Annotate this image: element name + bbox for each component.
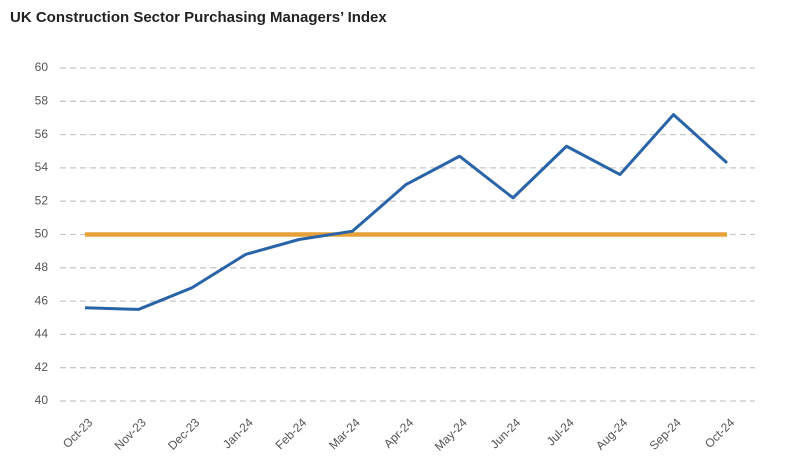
- x-tick-label: Nov-23: [112, 415, 149, 452]
- x-tick-label: Oct-23: [60, 415, 96, 451]
- x-tick-label: Aug-24: [593, 415, 630, 452]
- x-tick-label: Jun-24: [488, 415, 524, 451]
- x-tick-label: Oct-24: [702, 415, 738, 451]
- y-tick-label: 60: [35, 60, 49, 74]
- x-tick-label: Jan-24: [220, 415, 256, 451]
- x-tick-label: Sep-24: [647, 415, 684, 452]
- y-tick-label: 44: [35, 327, 49, 341]
- y-tick-label: 58: [35, 93, 49, 107]
- y-tick-label: 54: [35, 160, 49, 174]
- y-tick-label: 40: [35, 393, 49, 407]
- x-tick-label: Feb-24: [273, 415, 310, 452]
- y-tick-label: 46: [35, 293, 49, 307]
- x-tick-label: Jul-24: [544, 415, 577, 448]
- y-tick-label: 52: [35, 193, 49, 207]
- y-tick-label: 56: [35, 127, 49, 141]
- x-tick-label: Dec-23: [165, 415, 202, 452]
- y-tick-label: 50: [35, 227, 49, 241]
- data-line: [84, 113, 729, 311]
- x-tick-label: Mar-24: [326, 415, 363, 452]
- x-tick-label: May-24: [432, 415, 470, 453]
- y-tick-label: 48: [35, 260, 49, 274]
- y-tick-label: 42: [35, 360, 49, 374]
- x-tick-label: Apr-24: [381, 415, 417, 451]
- chart-title: UK Construction Sector Purchasing Manage…: [10, 9, 387, 26]
